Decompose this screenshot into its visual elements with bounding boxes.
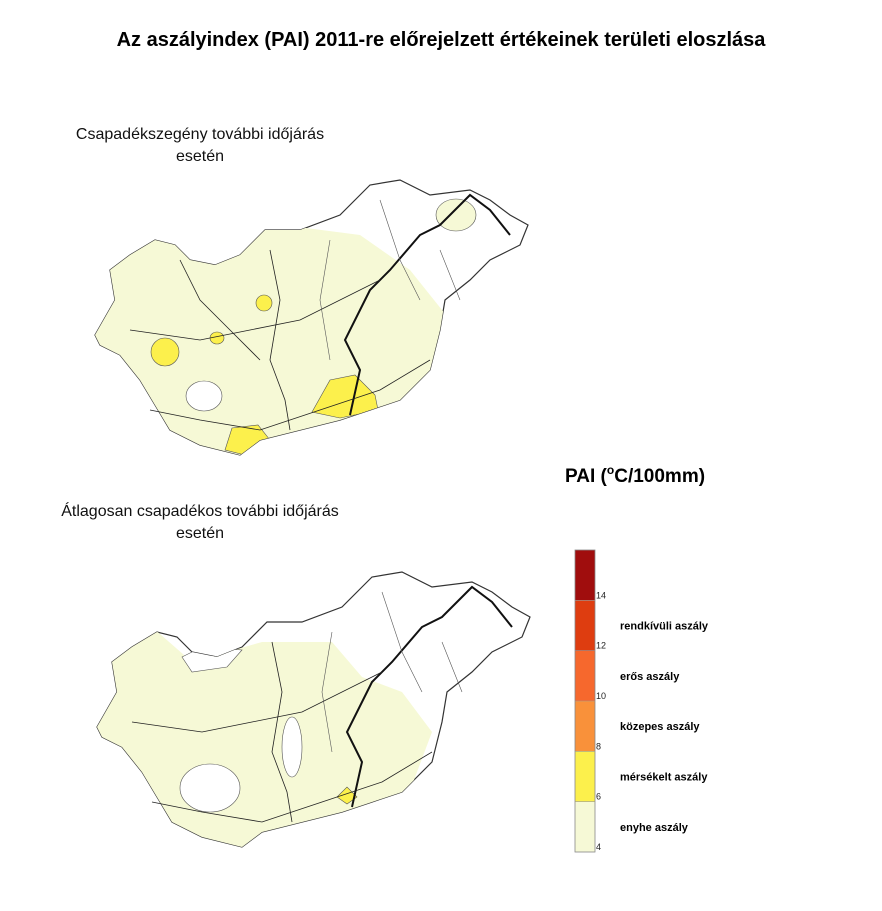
legend-swatch (575, 600, 595, 651)
map (96, 571, 531, 848)
legend-label: rendkívüli aszály (620, 621, 709, 633)
legend-tick-label: 12 (596, 641, 606, 651)
legend: enyhe aszály mérsékelt aszály közepes aszá… (574, 549, 709, 853)
map-caption: Átlagosan csapadékos további időjárás (61, 501, 339, 520)
legend-label: mérsékelt aszály (620, 772, 708, 784)
legend-title-part: PAI ( (565, 466, 608, 487)
map-caption: Csapadékszegény további időjárás (76, 126, 324, 143)
map-caption: esetén (176, 525, 224, 542)
legend-tick-label: 6 (596, 792, 601, 802)
legend-tick-label: 4 (596, 842, 601, 852)
legend-tick-label: 10 (596, 691, 606, 701)
legend-label: közepes aszály (620, 721, 700, 733)
title: Az aszályindex (PAI) 2011-re előrejelzet… (117, 29, 767, 51)
legend-tick-label: 8 (596, 741, 601, 751)
map-caption: esetén (176, 148, 224, 165)
legend-title-part: o (607, 463, 614, 477)
legend-swatch (575, 801, 595, 852)
legend-label: erős aszály (620, 671, 680, 683)
legend-swatch (575, 701, 595, 752)
legend-label: enyhe aszály (620, 822, 689, 834)
legend-swatch (575, 650, 595, 701)
legend-title: PAI (oC/100mm) (565, 463, 705, 487)
legend-tick-label: 14 (596, 590, 606, 600)
map (94, 179, 529, 456)
legend-swatch (575, 751, 595, 802)
legend-title-part: C/100mm) (614, 466, 705, 487)
legend-swatch (575, 550, 595, 601)
